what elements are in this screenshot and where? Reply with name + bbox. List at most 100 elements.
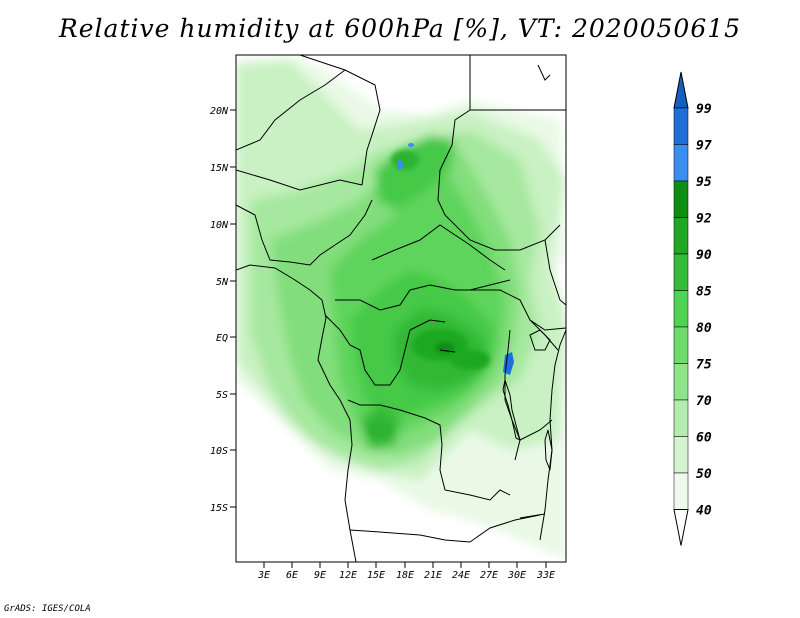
svg-text:EQ: EQ — [216, 333, 228, 344]
colorbar-segment — [673, 472, 689, 510]
colorbar-segment — [673, 253, 689, 291]
humidity-band-92 — [435, 342, 455, 354]
colorbar-top-triangle — [673, 71, 689, 109]
svg-text:27E: 27E — [480, 570, 498, 581]
lon-tick: 15E — [367, 562, 385, 581]
border-ethiopia — [544, 239, 566, 306]
border-angola-zambia — [439, 469, 511, 501]
lake-malawi — [544, 429, 553, 471]
lat-tick: EQ — [216, 333, 236, 344]
map-title: Relative humidity at 600hPa [%], VT: 202… — [58, 14, 742, 43]
country-borders — [236, 55, 566, 562]
svg-text:21E: 21E — [424, 570, 442, 581]
colorbar-label: 95 — [696, 175, 712, 190]
coastline-east — [539, 329, 566, 541]
colorbar-label: 99 — [696, 102, 712, 117]
border-angola-namibia — [349, 529, 471, 543]
lon-tick: 12E — [339, 562, 357, 581]
svg-text:5S: 5S — [216, 390, 228, 401]
lon-tick: 33E — [536, 562, 555, 581]
svg-text:20N: 20N — [210, 106, 229, 117]
svg-text:3E: 3E — [257, 570, 270, 581]
humidity-band-80b — [375, 135, 455, 210]
colorbar-bottom-triangle — [673, 509, 689, 546]
colorbar-segment — [673, 399, 689, 437]
lon-tick: 9E — [314, 562, 326, 581]
map-frame — [235, 54, 567, 563]
lon-axis: 3E 6E 9E 12E 15E 18E 21E 24E 27E 30E 33E — [257, 562, 555, 581]
lat-tick: 10N — [210, 220, 236, 231]
colorbar-label: 92 — [696, 212, 712, 227]
lat-tick: 20N — [210, 106, 236, 117]
colorbar-segment — [673, 363, 689, 401]
svg-text:10N: 10N — [210, 220, 229, 231]
border-drc-angola — [347, 399, 443, 471]
border-zambia-south — [469, 514, 541, 543]
lon-tick: 18E — [396, 562, 414, 581]
colorbar-label: 85 — [696, 285, 712, 300]
colorbar-segment — [673, 144, 689, 182]
colorbar-segment — [673, 107, 689, 145]
lon-tick: 27E — [480, 562, 498, 581]
lat-tick: 10S — [210, 446, 236, 457]
colorbar: 99 97 95 92 90 85 80 75 70 60 50 40 — [673, 71, 712, 546]
border-tanzania — [519, 419, 553, 441]
lat-axis: 20N 15N 10N 5N EQ 5S 10S 15S — [210, 106, 236, 514]
svg-text:30E: 30E — [507, 570, 526, 581]
colorbar-label: 60 — [696, 431, 712, 446]
border-nigeria-cameroon — [236, 199, 373, 266]
colorbar-segment — [673, 180, 689, 218]
svg-text:15N: 15N — [210, 163, 229, 174]
colorbar-segment — [673, 290, 689, 328]
svg-text:6E: 6E — [286, 570, 298, 581]
colorbar-label: 90 — [696, 248, 712, 263]
humidity-field — [236, 55, 566, 562]
colorbar-label: 70 — [696, 394, 712, 409]
border-niger-algeria — [236, 69, 346, 151]
svg-text:33E: 33E — [536, 570, 555, 581]
svg-text:15E: 15E — [367, 570, 385, 581]
lon-tick: 24E — [452, 562, 470, 581]
svg-text:5N: 5N — [216, 277, 229, 288]
colorbar-label: 40 — [696, 504, 712, 519]
humidity-band-97a — [397, 160, 403, 170]
border-congo-drc — [324, 314, 411, 386]
humidity-band-97b — [408, 143, 414, 147]
colorbar-label: 80 — [696, 321, 712, 336]
lat-tick: 15S — [210, 503, 236, 514]
svg-text:12E: 12E — [339, 570, 357, 581]
border-ssudan-drc — [470, 289, 566, 331]
humidity-band-90c — [391, 150, 419, 170]
humidity-band-90b — [450, 350, 490, 370]
svg-text:18E: 18E — [396, 570, 414, 581]
border-sudan-ssudan — [444, 214, 561, 251]
lat-tick: 15N — [210, 163, 236, 174]
svg-text:24E: 24E — [452, 570, 470, 581]
lake-kariba — [519, 513, 546, 519]
lake-tanganyika — [502, 378, 521, 441]
colorbar-label: 50 — [696, 467, 712, 482]
river-outline-2 — [439, 349, 456, 353]
lon-tick: 6E — [286, 562, 298, 581]
border-chad-car — [371, 224, 506, 271]
lon-tick: 21E — [424, 562, 442, 581]
colorbar-segment — [673, 326, 689, 364]
coastline-west — [236, 264, 357, 562]
colorbar-segment — [673, 436, 689, 474]
border-car-south — [335, 279, 511, 311]
colorbar-label: 97 — [696, 139, 712, 154]
lake-victoria — [529, 329, 551, 351]
lat-tick: 5N — [216, 277, 236, 288]
colorbar-label: 75 — [696, 358, 712, 373]
border-niger-nigeria — [236, 169, 363, 191]
svg-text:9E: 9E — [314, 570, 326, 581]
grads-credit: GrADS: IGES/COLA — [4, 604, 91, 614]
humidity-band-90d — [368, 422, 392, 438]
lon-tick: 3E — [257, 562, 270, 581]
svg-text:15S: 15S — [210, 503, 228, 514]
river-outline-1 — [409, 319, 446, 331]
lat-tick: 5S — [216, 390, 236, 401]
lon-tick: 30E — [507, 562, 526, 581]
svg-text:10S: 10S — [210, 446, 228, 457]
